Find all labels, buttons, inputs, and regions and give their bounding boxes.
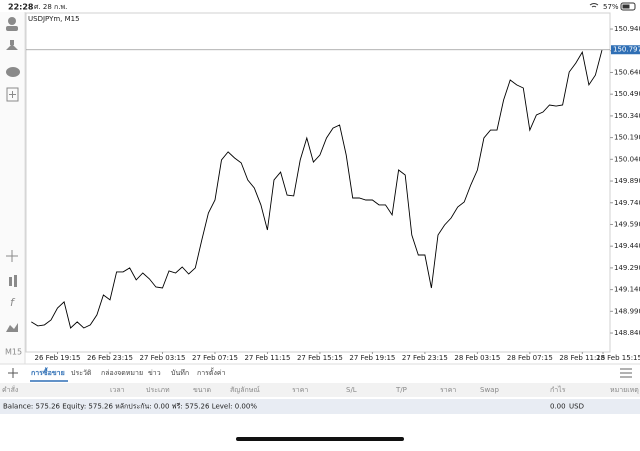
y-tick-label: 150.940 — [614, 25, 640, 33]
objects-icon[interactable] — [6, 323, 18, 332]
y-tick-label: 150.640 — [614, 68, 640, 76]
function-icon[interactable]: f — [10, 296, 16, 309]
y-tick-label: 149.890 — [614, 177, 640, 185]
x-tick-label: 28 Feb 11:15 — [559, 354, 605, 362]
plot-frame — [25, 12, 611, 353]
price-line — [31, 49, 603, 329]
current-price-label: 150.797 — [613, 46, 640, 54]
trade-icon[interactable] — [6, 40, 18, 50]
balance-currency: USD — [569, 403, 584, 411]
column-header: คำสั่ง — [2, 385, 18, 394]
toolbar — [0, 12, 25, 364]
indicator-icon-2[interactable] — [14, 275, 17, 287]
indicator-icon[interactable] — [9, 277, 12, 286]
y-tick-label: 149.290 — [614, 264, 640, 272]
column-header: T/P — [395, 386, 407, 394]
wifi-icon — [589, 3, 599, 8]
column-header: กำไร — [550, 385, 566, 394]
x-tick-label: 28 Feb 03:15 — [454, 354, 500, 362]
status-time: 22:28 — [8, 3, 34, 12]
tab[interactable]: บันทึก — [171, 368, 189, 377]
y-tick-label: 150.490 — [614, 90, 640, 98]
timeframe-label[interactable]: M15 — [5, 348, 22, 357]
account-icon[interactable] — [8, 17, 16, 25]
chat-icon[interactable] — [6, 67, 20, 77]
column-header: S/L — [346, 386, 357, 394]
x-tick-label: 27 Feb 07:15 — [192, 354, 238, 362]
status-battery: 57% — [603, 3, 619, 11]
column-headers: คำสั่ง เวลา ประเภท ขนาด สัญลักษณ์ ราคา S/L T/P ร… — [2, 385, 639, 394]
tab[interactable]: กล่องจดหมาย — [101, 369, 143, 377]
battery-level — [622, 4, 630, 9]
column-header: สัญลักษณ์ — [230, 386, 260, 394]
chart-title: USDJPYm, M15 — [28, 15, 80, 23]
column-header: ประเภท — [146, 386, 170, 394]
y-tick-label: 148.840 — [614, 329, 640, 337]
column-header: ราคา — [440, 386, 456, 394]
tab[interactable]: การตั้งค่า — [197, 366, 226, 377]
balance-row — [0, 399, 640, 414]
battery-icon — [620, 2, 636, 11]
tab[interactable]: ข่าว — [148, 369, 161, 377]
current-price-box — [611, 45, 640, 55]
y-tick-label: 149.440 — [614, 242, 640, 250]
x-tick-label: 27 Feb 11:15 — [244, 354, 290, 362]
home-indicator — [236, 437, 404, 441]
column-header: ราคา — [292, 386, 308, 394]
y-tick-label: 150.190 — [614, 134, 640, 142]
y-tick-label: 149.740 — [614, 199, 640, 207]
x-tick-label: 27 Feb 19:15 — [349, 354, 395, 362]
account-icon-body[interactable] — [6, 26, 18, 31]
column-header: หมายเหตุ — [610, 386, 639, 394]
y-tick-label: 148.990 — [614, 307, 640, 315]
tab-bar: การซื้อขาย ประวัติ กล่องจดหมาย ข่าว บันทึก กา… — [30, 366, 226, 382]
balance-profit: 0.00 — [550, 403, 566, 411]
x-tick-label: 27 Feb 03:15 — [140, 354, 186, 362]
plot: 148.840 148.990 149.140 149.290 149.440 149.5… — [26, 25, 640, 362]
y-tick-label: 149.590 — [614, 220, 640, 228]
x-tick-label: 27 Feb 23:15 — [402, 354, 448, 362]
status-date: ศ. 28 ก.พ. — [34, 3, 67, 11]
x-tick-label: 26 Feb 23:15 — [87, 354, 133, 362]
x-tick-label: 28 Feb 15:15 — [596, 354, 640, 362]
column-header: Swap — [480, 386, 499, 394]
add-button[interactable] — [8, 368, 18, 378]
crosshair-icon[interactable] — [6, 250, 18, 262]
toolbar-icons: f M15 — [5, 17, 22, 357]
y-tick-label: 150.040 — [614, 155, 640, 163]
new-order-plus — [9, 91, 16, 98]
balance-summary: Balance: 575.26 Equity: 575.26 หลักประกั… — [3, 403, 257, 411]
x-tick-label: 27 Feb 15:15 — [297, 354, 343, 362]
menu-icon[interactable] — [620, 368, 632, 378]
x-tick-label: 28 Feb 07:15 — [507, 354, 553, 362]
tab[interactable]: ประวัติ — [71, 369, 92, 377]
tab[interactable]: การซื้อขาย — [31, 366, 65, 377]
column-header: เวลา — [110, 386, 125, 394]
column-header: ขนาด — [193, 386, 211, 394]
y-tick-label: 150.340 — [614, 112, 640, 120]
header-row — [0, 383, 640, 397]
y-tick-label: 149.140 — [614, 286, 640, 294]
x-tick-label: 26 Feb 19:15 — [35, 354, 81, 362]
new-order-icon[interactable] — [6, 87, 19, 102]
